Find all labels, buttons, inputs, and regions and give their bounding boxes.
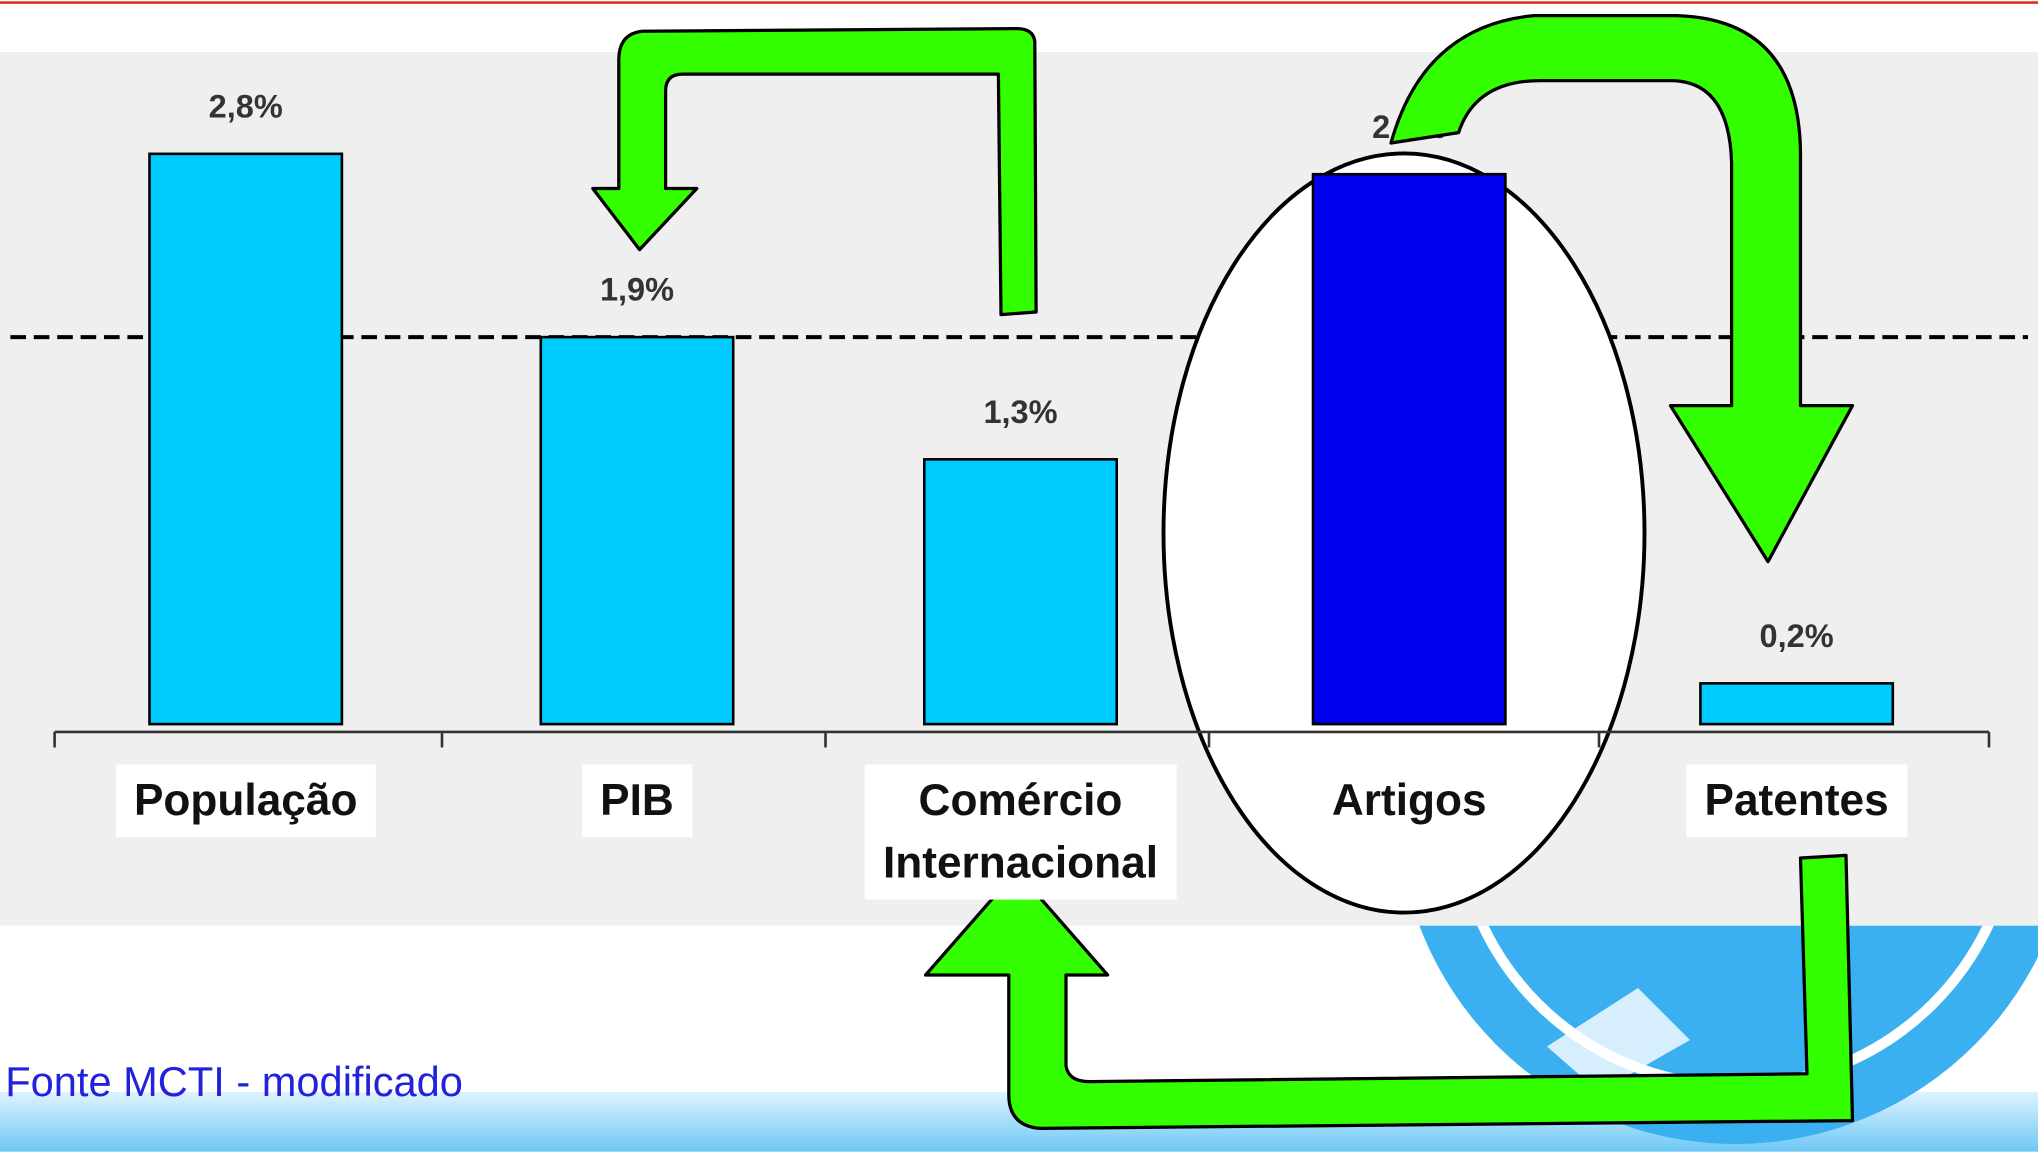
bar [924,459,1116,724]
category-label: Artigos [1314,764,1505,837]
bar [1313,174,1505,724]
chart: 2,8%1,9%1,3%2,7%0,2% [0,0,2038,1152]
bar [150,154,342,724]
bar [1700,683,1892,724]
category-label: PIB [582,764,692,837]
value-label: 0,2% [1760,618,1834,654]
value-label: 1,3% [983,394,1057,430]
value-label: 1,9% [600,272,674,308]
slide-content: 2,8%1,9%1,3%2,7%0,2% PopulaçãoPIBComérci… [0,0,2038,1152]
source-note: Fonte MCTI - modificado [5,1058,463,1106]
value-label: 2,8% [209,88,283,124]
bar [541,337,733,724]
category-label: Comércio Internacional [865,764,1176,899]
category-label: População [116,764,376,837]
slide: 2,8%1,9%1,3%2,7%0,2% PopulaçãoPIBComérci… [0,0,2038,1152]
category-label: Patentes [1686,764,1907,837]
